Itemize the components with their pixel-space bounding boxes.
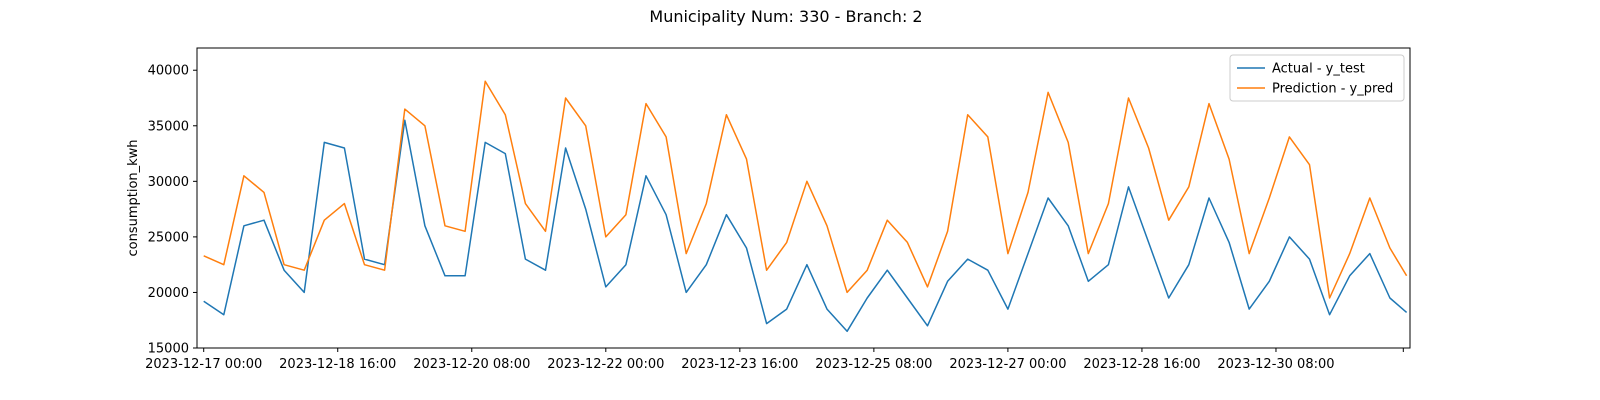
x-tick-label: 2023-12-25 08:00 xyxy=(815,357,932,372)
y-tick-label: 35000 xyxy=(148,119,189,134)
x-tick-label: 2023-12-22 00:00 xyxy=(547,357,664,372)
x-tick-label: 2023-12-20 08:00 xyxy=(413,357,530,372)
legend: Actual - y_test Prediction - y_pred xyxy=(1229,54,1405,102)
y-tick-label: 15000 xyxy=(148,342,189,357)
x-tick-label: 2023-12-30 08:00 xyxy=(1217,357,1334,372)
plot-frame xyxy=(196,47,1411,349)
chart-title: Municipality Num: 330 - Branch: 2 xyxy=(649,7,922,26)
legend-box xyxy=(1229,54,1405,102)
x-tick-label: 2023-12-17 00:00 xyxy=(145,357,262,372)
legend-label: Actual - y_test xyxy=(1272,62,1365,77)
y-axis: 15000 20000 25000 30000 35000 40000 xyxy=(148,64,197,357)
x-tick-label: 2023-12-28 16:00 xyxy=(1083,357,1200,372)
series-line-prediction xyxy=(203,80,1408,299)
y-tick-label: 40000 xyxy=(148,64,189,79)
y-tick-label: 20000 xyxy=(148,286,189,301)
x-tick-label: 2023-12-18 16:00 xyxy=(279,357,396,372)
legend-label: Prediction - y_pred xyxy=(1272,82,1393,97)
y-tick-label: 25000 xyxy=(148,230,189,245)
y-axis-label: consumption_kwh xyxy=(126,139,141,256)
series-line-actual xyxy=(203,119,1408,333)
x-tick-label: 2023-12-23 16:00 xyxy=(681,357,798,372)
series-layer xyxy=(203,80,1408,333)
y-tick-label: 30000 xyxy=(148,175,189,190)
x-tick-label: 2023-12-27 00:00 xyxy=(949,357,1066,372)
x-axis: 2023-12-17 00:00 2023-12-18 16:00 2023-12-… xyxy=(145,348,1404,372)
